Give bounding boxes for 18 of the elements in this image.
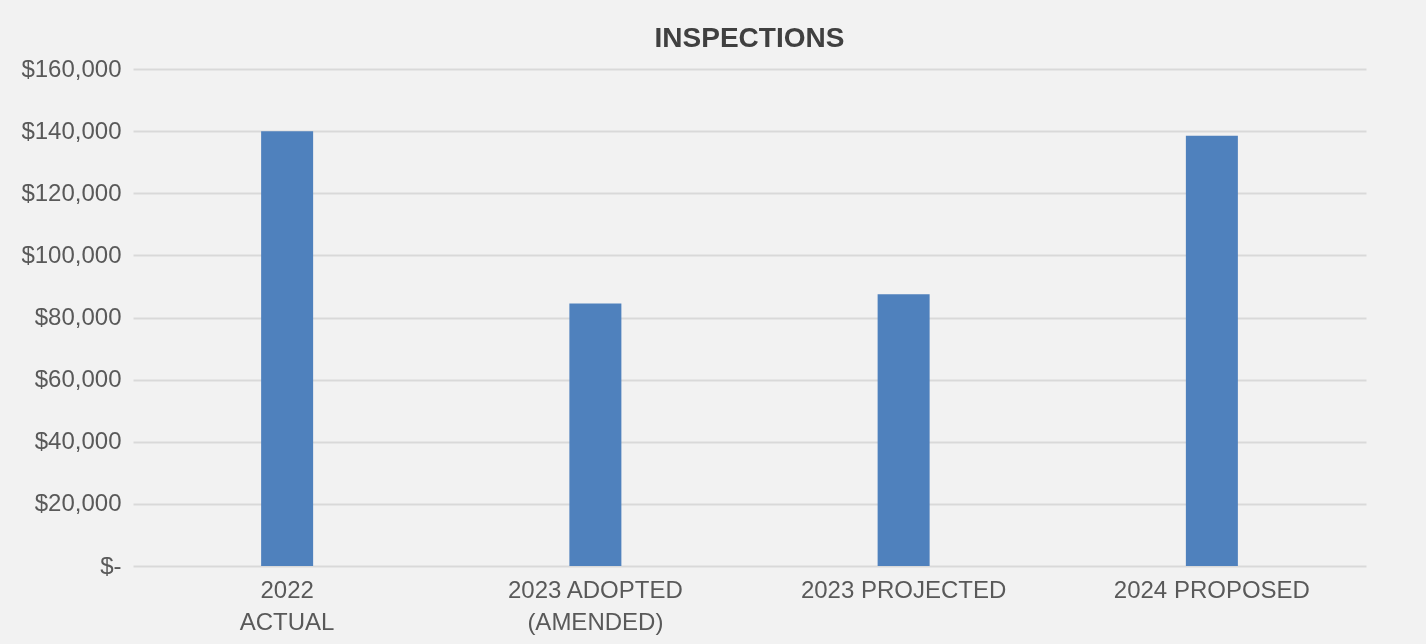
bar <box>569 303 622 566</box>
y-tick-label: $140,000 <box>21 116 122 144</box>
x-tick-label: 2023 ADOPTED (AMENDED) <box>508 575 683 635</box>
y-tick-label: $40,000 <box>34 427 122 455</box>
chart-title: INSPECTIONS <box>654 22 845 53</box>
y-tick-label: $60,000 <box>34 365 122 393</box>
y-tick-label: $120,000 <box>21 178 122 206</box>
bar <box>261 131 314 566</box>
y-tick-label: $100,000 <box>21 240 122 268</box>
y-tick-label: $80,000 <box>34 303 122 330</box>
y-tick-label: $20,000 <box>34 489 122 517</box>
x-tick-label: 2022 ACTUAL <box>239 575 335 635</box>
x-tick-label: 2024 PROPOSED <box>1113 575 1310 603</box>
x-tick-label: 2023 PROJECTED <box>800 575 1007 603</box>
bar <box>1185 135 1238 566</box>
y-tick-label: $160,000 <box>21 54 122 82</box>
bar <box>877 294 930 566</box>
y-tick-label: $- <box>100 551 122 579</box>
